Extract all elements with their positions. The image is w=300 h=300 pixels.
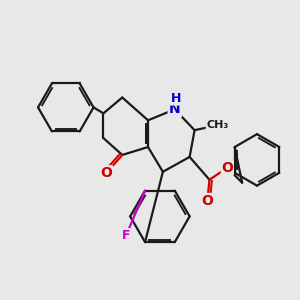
Text: N: N: [169, 102, 181, 116]
Text: O: O: [202, 194, 213, 208]
Text: O: O: [221, 161, 233, 175]
Text: CH₃: CH₃: [206, 120, 229, 130]
Text: F: F: [122, 229, 130, 242]
Text: O: O: [100, 166, 112, 180]
Text: H: H: [171, 92, 181, 105]
